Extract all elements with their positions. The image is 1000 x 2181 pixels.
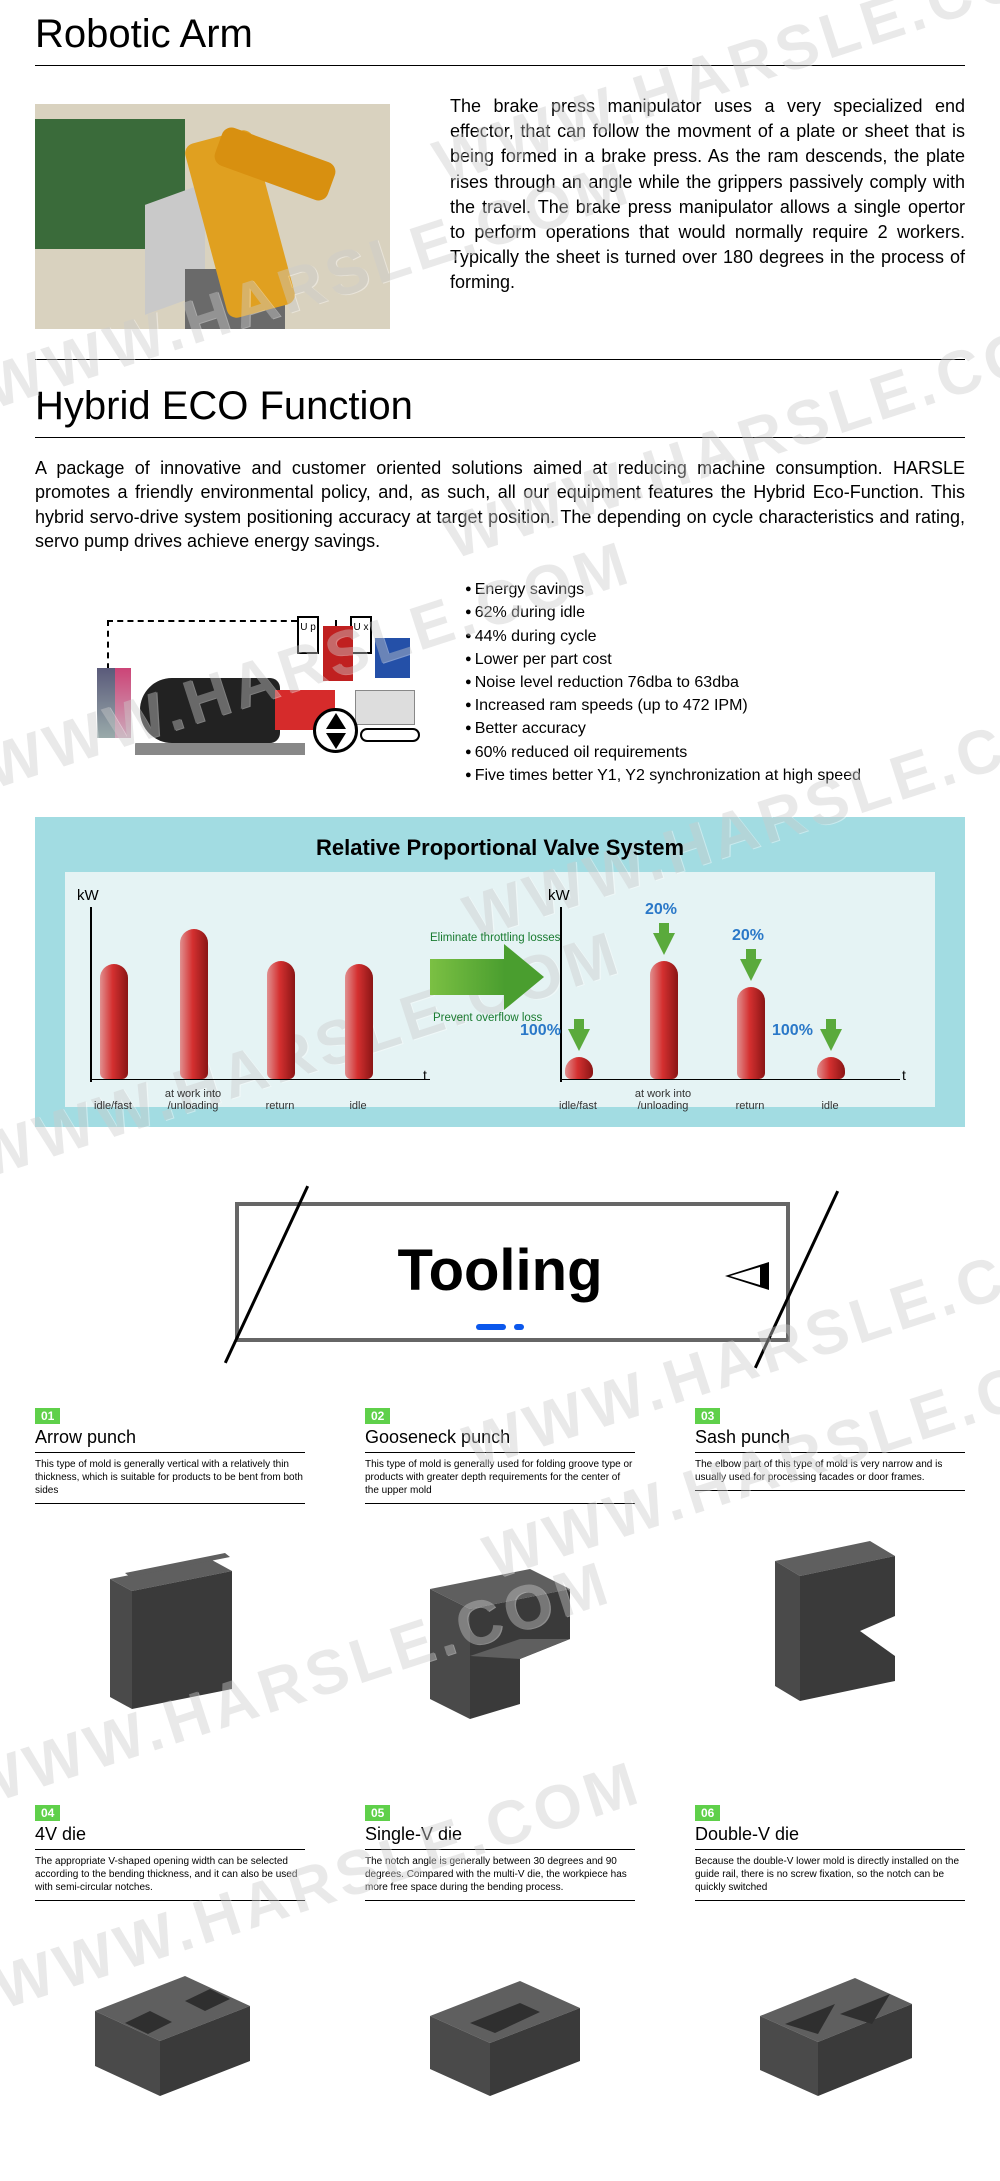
tool-item: 04 4V die The appropriate V-shaped openi…	[35, 1804, 305, 2141]
tool-num: 04	[35, 1805, 60, 1821]
bar-label: at work into /unloading	[628, 1088, 698, 1112]
down-arrow-icon	[653, 933, 675, 955]
tool-desc: This type of mold is generally vertical …	[35, 1458, 305, 1504]
t-right: t	[902, 1067, 906, 1083]
hybrid-diagram: U p U x	[35, 598, 435, 768]
big-arrow	[430, 947, 540, 1007]
bullet-item: Noise level reduction 76dba to 63dba	[465, 671, 965, 694]
tool-shape	[365, 1504, 635, 1744]
tool-desc: The notch angle is generally between 30 …	[365, 1855, 635, 1901]
tool-name: Gooseneck punch	[365, 1427, 635, 1453]
bar-right	[650, 961, 678, 1079]
tool-shape	[365, 1901, 635, 2141]
kw-left: kW	[77, 887, 99, 904]
bullet-item: 44% during cycle	[465, 625, 965, 648]
bar-right	[737, 987, 765, 1079]
bar-left	[345, 964, 373, 1079]
bar-label: idle/fast	[543, 1100, 613, 1112]
down-arrow-icon	[740, 959, 762, 981]
tool-item: 03 Sash punch The elbow part of this typ…	[695, 1407, 965, 1744]
bar-right	[817, 1057, 845, 1079]
robotic-arm-image	[35, 104, 390, 329]
bullet-item: Increased ram speeds (up to 472 IPM)	[465, 694, 965, 717]
tool-num: 06	[695, 1805, 720, 1821]
tooling-heading: Tooling	[35, 1237, 965, 1304]
pct-label: 100%	[520, 1022, 561, 1040]
tool-name: 4V die	[35, 1824, 305, 1850]
bar-label: return	[245, 1100, 315, 1112]
tool-num: 03	[695, 1408, 720, 1424]
tool-name: Sash punch	[695, 1427, 965, 1453]
tool-shape	[695, 1901, 965, 2141]
tool-name: Double-V die	[695, 1824, 965, 1850]
bullet-item: 60% reduced oil requirements	[465, 741, 965, 764]
tool-shape	[695, 1491, 965, 1731]
tool-num: 01	[35, 1408, 60, 1424]
bullet-item: Better accuracy	[465, 717, 965, 740]
tool-desc: The elbow part of this type of mold is v…	[695, 1458, 965, 1491]
tool-desc: This type of mold is generally used for …	[365, 1458, 635, 1504]
tool-grid: 01 Arrow punch This type of mold is gene…	[35, 1407, 965, 2181]
bullet-item: Energy savings	[465, 578, 965, 601]
bar-label: at work into /unloading	[158, 1088, 228, 1112]
tool-name: Arrow punch	[35, 1427, 305, 1453]
bar-label: idle	[795, 1100, 865, 1112]
tool-shape	[35, 1901, 305, 2141]
tool-item: 06 Double-V die Because the double-V low…	[695, 1804, 965, 2141]
hybrid-bullets: Energy savings62% during idle44% during …	[465, 578, 965, 787]
bar-label: idle/fast	[78, 1100, 148, 1112]
tool-item: 02 Gooseneck punch This type of mold is …	[365, 1407, 635, 1744]
tool-shape	[35, 1504, 305, 1744]
down-arrow-icon	[820, 1029, 842, 1051]
tool-desc: The appropriate V-shaped opening width c…	[35, 1855, 305, 1901]
bullet-item: Lower per part cost	[465, 648, 965, 671]
valve-title: Relative Proportional Valve System	[65, 835, 935, 861]
tool-item: 01 Arrow punch This type of mold is gene…	[35, 1407, 305, 1744]
t-left: t	[423, 1067, 427, 1083]
hybrid-intro: A package of innovative and customer ori…	[35, 456, 965, 553]
kw-right: kW	[548, 887, 570, 904]
bar-left	[267, 961, 295, 1079]
pct-label: 20%	[645, 901, 677, 919]
arrow-text-1: Eliminate throttling losses	[430, 932, 560, 944]
valve-chart: Relative Proportional Valve System kW kW…	[35, 817, 965, 1127]
bullet-item: Five times better Y1, Y2 synchronization…	[465, 764, 965, 787]
bar-label: return	[715, 1100, 785, 1112]
cursor-icon	[725, 1262, 769, 1290]
tool-desc: Because the double-V lower mold is direc…	[695, 1855, 965, 1901]
bar-label: idle	[323, 1100, 393, 1112]
robotic-row: The brake press manipulator uses a very …	[35, 84, 965, 360]
down-arrow-icon	[568, 1029, 590, 1051]
tool-item: 05 Single-V die The notch angle is gener…	[365, 1804, 635, 2141]
section-title-hybrid: Hybrid ECO Function	[35, 372, 965, 438]
tooling-banner: Tooling	[35, 1187, 965, 1377]
bar-left	[180, 929, 208, 1079]
tool-num: 02	[365, 1408, 390, 1424]
tool-name: Single-V die	[365, 1824, 635, 1850]
robotic-arm-text: The brake press manipulator uses a very …	[450, 94, 965, 329]
bullet-item: 62% during idle	[465, 601, 965, 624]
bar-left	[100, 964, 128, 1079]
hybrid-row: U p U x Energy savings62% during idle44%…	[35, 578, 965, 787]
pct-label: 100%	[772, 1022, 813, 1040]
bar-right	[565, 1057, 593, 1079]
pct-label: 20%	[732, 927, 764, 945]
tool-num: 05	[365, 1805, 390, 1821]
section-title-robotic: Robotic Arm	[35, 0, 965, 66]
